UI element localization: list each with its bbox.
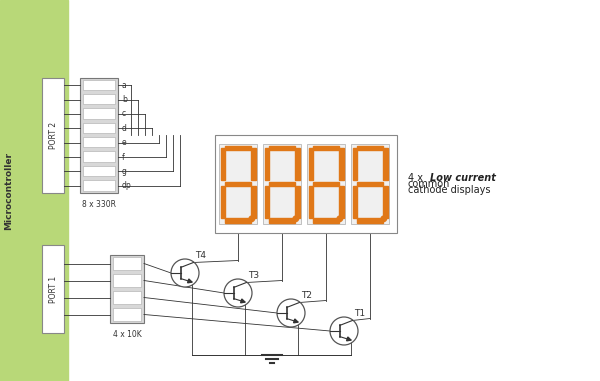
Bar xyxy=(269,181,295,186)
Bar xyxy=(338,186,343,218)
Bar xyxy=(221,148,226,180)
Bar xyxy=(313,146,338,150)
Bar xyxy=(353,148,358,180)
Text: d: d xyxy=(122,124,127,133)
Circle shape xyxy=(171,259,199,287)
Bar xyxy=(83,151,115,162)
Bar xyxy=(0,0,68,381)
Bar xyxy=(226,146,251,150)
Bar xyxy=(113,291,141,304)
Polygon shape xyxy=(241,299,245,303)
Bar xyxy=(338,148,343,180)
Bar xyxy=(358,218,383,223)
Text: b: b xyxy=(122,95,127,104)
Bar xyxy=(226,218,251,223)
Bar xyxy=(226,181,251,186)
Bar xyxy=(308,148,313,180)
Text: Low current: Low current xyxy=(430,173,496,183)
Text: c: c xyxy=(122,109,126,118)
Circle shape xyxy=(224,279,252,307)
Bar xyxy=(383,186,388,218)
Text: e: e xyxy=(122,138,127,147)
Text: T2: T2 xyxy=(301,291,313,300)
Text: g: g xyxy=(122,167,127,176)
Bar xyxy=(219,144,257,224)
Bar xyxy=(83,80,115,90)
Text: a: a xyxy=(122,81,127,90)
Text: T1: T1 xyxy=(355,309,365,318)
Bar xyxy=(83,137,115,147)
Bar xyxy=(269,146,295,150)
Text: PORT 1: PORT 1 xyxy=(49,275,58,303)
Circle shape xyxy=(381,216,386,221)
Text: 4 x 10K: 4 x 10K xyxy=(113,330,142,339)
Bar xyxy=(83,108,115,118)
Bar xyxy=(313,218,338,223)
Text: 4 x: 4 x xyxy=(408,173,426,183)
Text: cathode displays: cathode displays xyxy=(408,185,491,195)
Bar xyxy=(251,186,256,218)
Circle shape xyxy=(249,216,254,221)
Bar xyxy=(42,245,64,333)
Bar xyxy=(113,308,141,320)
Bar xyxy=(295,148,299,180)
Text: Microcontroller: Microcontroller xyxy=(4,152,14,229)
Polygon shape xyxy=(347,337,351,341)
Bar xyxy=(295,186,299,218)
Bar xyxy=(265,186,269,218)
Text: 8 x 330R: 8 x 330R xyxy=(82,200,116,209)
Bar xyxy=(83,123,115,133)
Bar xyxy=(307,144,345,224)
Circle shape xyxy=(330,317,358,345)
Bar xyxy=(353,186,358,218)
Text: T3: T3 xyxy=(248,271,260,280)
Bar xyxy=(113,274,141,287)
Bar xyxy=(83,166,115,176)
Bar xyxy=(358,146,383,150)
Bar xyxy=(80,78,118,193)
Text: common: common xyxy=(408,179,451,189)
Bar xyxy=(265,148,269,180)
Bar xyxy=(269,218,295,223)
Circle shape xyxy=(293,216,299,221)
Bar xyxy=(383,148,388,180)
Bar xyxy=(221,186,226,218)
Bar xyxy=(113,257,141,269)
Bar xyxy=(263,144,301,224)
Bar xyxy=(308,186,313,218)
Polygon shape xyxy=(188,279,192,283)
Bar xyxy=(358,181,383,186)
Bar xyxy=(83,180,115,190)
Bar xyxy=(313,181,338,186)
Circle shape xyxy=(337,216,343,221)
Text: dp: dp xyxy=(122,181,132,190)
Bar xyxy=(83,94,115,104)
Text: PORT 2: PORT 2 xyxy=(49,122,58,149)
Bar xyxy=(251,148,256,180)
Text: f: f xyxy=(122,152,125,162)
Bar xyxy=(351,144,389,224)
Text: T4: T4 xyxy=(196,251,206,260)
Circle shape xyxy=(277,299,305,327)
Bar xyxy=(42,78,64,193)
Polygon shape xyxy=(293,319,298,323)
Bar xyxy=(110,255,144,323)
Bar xyxy=(215,135,397,233)
